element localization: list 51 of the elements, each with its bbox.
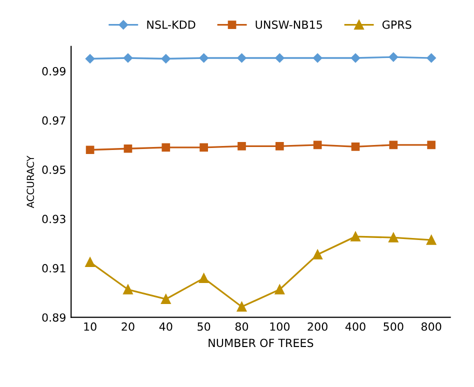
y-tick-label: 0.97 — [42, 116, 66, 125]
point — [124, 144, 132, 153]
point — [351, 142, 360, 151]
point — [162, 143, 170, 152]
x-tick-label: 40 — [159, 322, 172, 331]
point — [161, 54, 171, 64]
legend-label: UNSW-NB15 — [256, 20, 322, 29]
x-tick-label: 200 — [308, 322, 328, 331]
point — [274, 284, 285, 294]
point — [199, 53, 208, 63]
y-axis-title: ACCURACY — [26, 156, 34, 208]
x-tick-label: 100 — [270, 322, 290, 331]
y-tick-label: 0.89 — [42, 313, 66, 322]
point — [275, 53, 284, 63]
x-tick-label: 800 — [421, 322, 442, 331]
x-axis-title: NUMBER OF TREES — [208, 338, 314, 348]
point — [236, 302, 247, 312]
point — [389, 140, 398, 150]
y-tick-label: 0.91 — [42, 264, 66, 272]
point — [426, 53, 436, 63]
point — [313, 140, 322, 150]
point — [200, 143, 208, 152]
point — [85, 54, 95, 64]
point — [312, 53, 322, 63]
legend-label: NSL-KDD — [147, 20, 196, 29]
point — [388, 52, 398, 62]
legend-label: GPRS — [382, 20, 412, 29]
y-tick-label: 0.93 — [42, 214, 66, 224]
point — [350, 232, 360, 242]
x-tick-label: 10 — [84, 322, 96, 331]
x-tick-label: 80 — [235, 322, 248, 331]
x-tick-label: 20 — [122, 322, 134, 331]
x-tick-label: 400 — [345, 322, 366, 331]
point — [161, 294, 171, 304]
point — [275, 142, 284, 150]
point — [388, 232, 398, 242]
point — [350, 53, 360, 63]
point — [427, 140, 436, 150]
point — [237, 53, 246, 63]
point — [238, 142, 246, 150]
point — [86, 146, 94, 154]
x-tick-label: 500 — [384, 322, 404, 331]
point — [426, 235, 436, 245]
x-tick-label: 50 — [198, 322, 210, 331]
y-tick-label: 0.99 — [42, 67, 66, 76]
point — [198, 273, 209, 284]
point — [123, 53, 133, 63]
point — [85, 257, 95, 268]
point — [123, 284, 133, 294]
point — [312, 250, 322, 260]
y-tick-label: 0.95 — [42, 166, 66, 174]
